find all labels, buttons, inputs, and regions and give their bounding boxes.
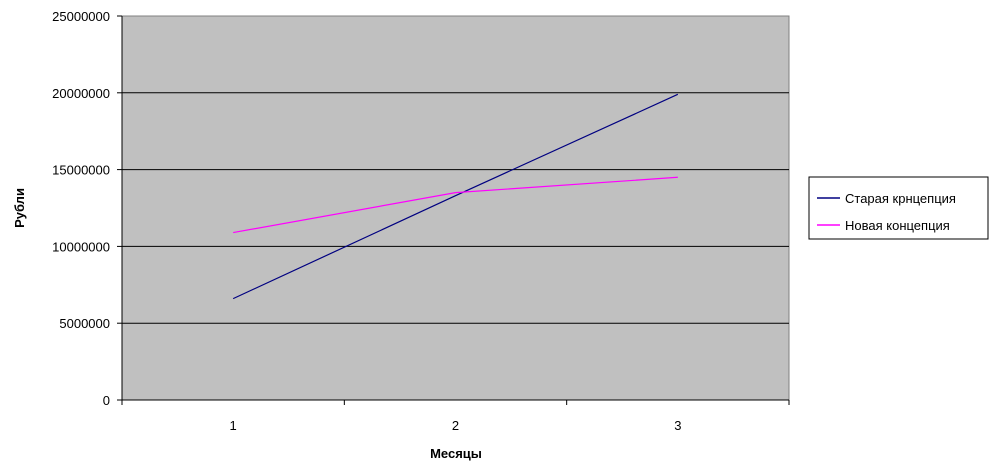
y-tick-label: 20000000 — [52, 86, 110, 101]
series-lines — [232, 93, 679, 300]
legend-label: Старая крнцепция — [845, 191, 956, 206]
legend-items: Старая крнцепция Новая концепция — [817, 191, 956, 233]
legend: Старая крнцепция Новая концепция — [808, 176, 989, 240]
y-tick-label: 10000000 — [52, 239, 110, 254]
series-line-2 — [233, 176, 678, 234]
legend-box — [808, 176, 989, 240]
y-tick-label: 5000000 — [59, 316, 110, 331]
plot-area — [121, 15, 790, 401]
legend-label: Новая концепция — [845, 218, 950, 233]
axes: 0 5000000 10000000 15000000 20000000 25000000… — [52, 9, 790, 433]
y-tick-label: 25000000 — [52, 9, 110, 24]
gridlines — [122, 92, 789, 324]
y-tick-label: 0 — [103, 393, 110, 408]
x-tick-label: 2 — [452, 418, 459, 433]
x-tick-label: 1 — [230, 418, 237, 433]
y-tick-label: 15000000 — [52, 163, 110, 178]
series-line-1 — [232, 93, 679, 300]
x-tick-label: 3 — [674, 418, 681, 433]
x-axis-title: Месяцы — [430, 446, 482, 461]
y-axis-title: Рубли — [12, 188, 27, 228]
